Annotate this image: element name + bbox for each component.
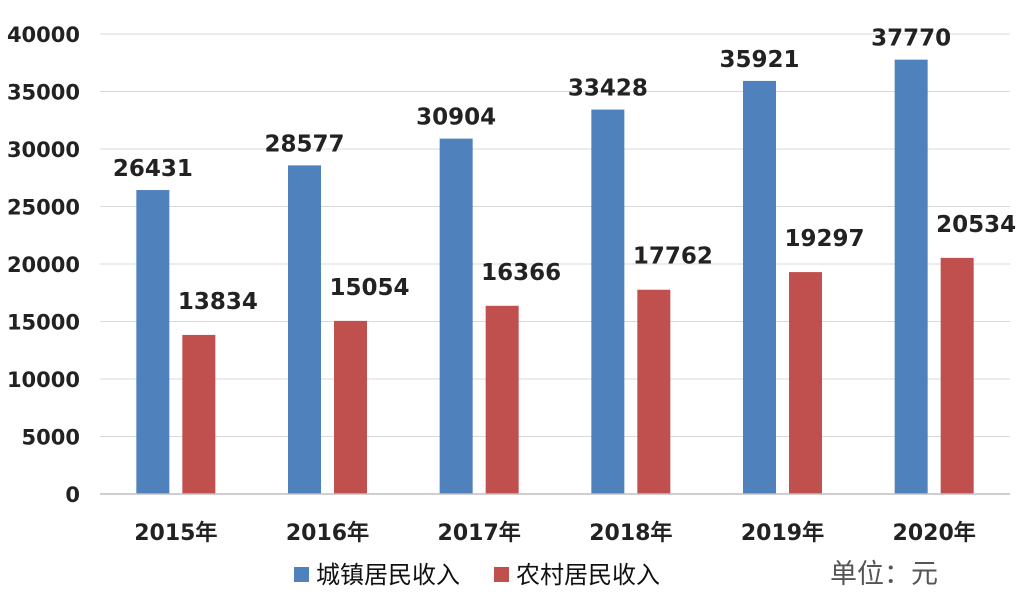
legend-swatch-urban <box>294 567 309 582</box>
bar-rural <box>485 305 519 494</box>
data-label-urban: 28577 <box>264 131 344 157</box>
x-tick-label: 2016年 <box>286 520 369 546</box>
y-axis: 0 5000 10000 15000 20000 25000 30000 35000 40000 <box>7 23 80 507</box>
data-label-rural: 13834 <box>178 289 258 315</box>
data-label-rural: 20534 <box>936 212 1016 238</box>
y-tick-label: 25000 <box>7 196 80 220</box>
y-tick-label: 15000 <box>7 311 80 335</box>
y-tick-label: 5000 <box>22 426 80 450</box>
data-label-urban: 35921 <box>719 47 799 73</box>
x-tick-label: 2015年 <box>134 520 217 546</box>
unit-label: 单位：元 <box>830 559 938 590</box>
data-label-urban: 26431 <box>113 156 193 182</box>
data-label-urban: 37770 <box>871 26 951 52</box>
bar-urban <box>743 80 776 494</box>
y-tick-label: 35000 <box>7 81 80 105</box>
legend: 城镇居民收入 农村居民收入 <box>294 561 660 589</box>
bar-rural <box>334 320 367 494</box>
data-label-rural: 16366 <box>481 260 561 286</box>
bar-urban <box>288 165 321 494</box>
data-label-urban: 33428 <box>568 76 648 102</box>
bar-urban <box>439 138 473 494</box>
bar-rural <box>940 257 974 494</box>
y-tick-label: 40000 <box>7 23 80 47</box>
data-label-urban: 30904 <box>416 105 496 131</box>
data-label-rural: 15054 <box>329 275 409 301</box>
bar-rural <box>789 272 822 494</box>
y-tick-label: 20000 <box>7 253 80 277</box>
y-tick-label: 10000 <box>7 368 80 392</box>
data-label-rural: 17762 <box>633 244 713 270</box>
data-labels: 26431 13834 28577 15054 30904 16366 33428 17762… <box>113 26 1016 315</box>
bars <box>136 59 974 495</box>
x-tick-label: 2020年 <box>893 520 976 546</box>
gridlines <box>100 33 1010 437</box>
x-axis: 2015年 2016年 2017年 2018年 2019年 2020年 <box>100 493 1010 546</box>
bar-urban <box>136 190 170 494</box>
y-tick-label: 0 <box>65 483 80 507</box>
bar-urban <box>894 59 928 495</box>
bar-rural <box>637 289 671 494</box>
x-tick-label: 2018年 <box>589 520 672 546</box>
legend-swatch-rural <box>494 567 509 582</box>
y-tick-label: 30000 <box>7 138 80 162</box>
bar-urban <box>591 109 625 494</box>
bar-rural <box>182 334 216 494</box>
data-label-rural: 19297 <box>784 226 864 252</box>
legend-label-rural: 农村居民收入 <box>516 561 660 589</box>
legend-label-urban: 城镇居民收入 <box>316 561 460 589</box>
x-tick-label: 2017年 <box>438 520 521 546</box>
x-tick-label: 2019年 <box>741 520 824 546</box>
